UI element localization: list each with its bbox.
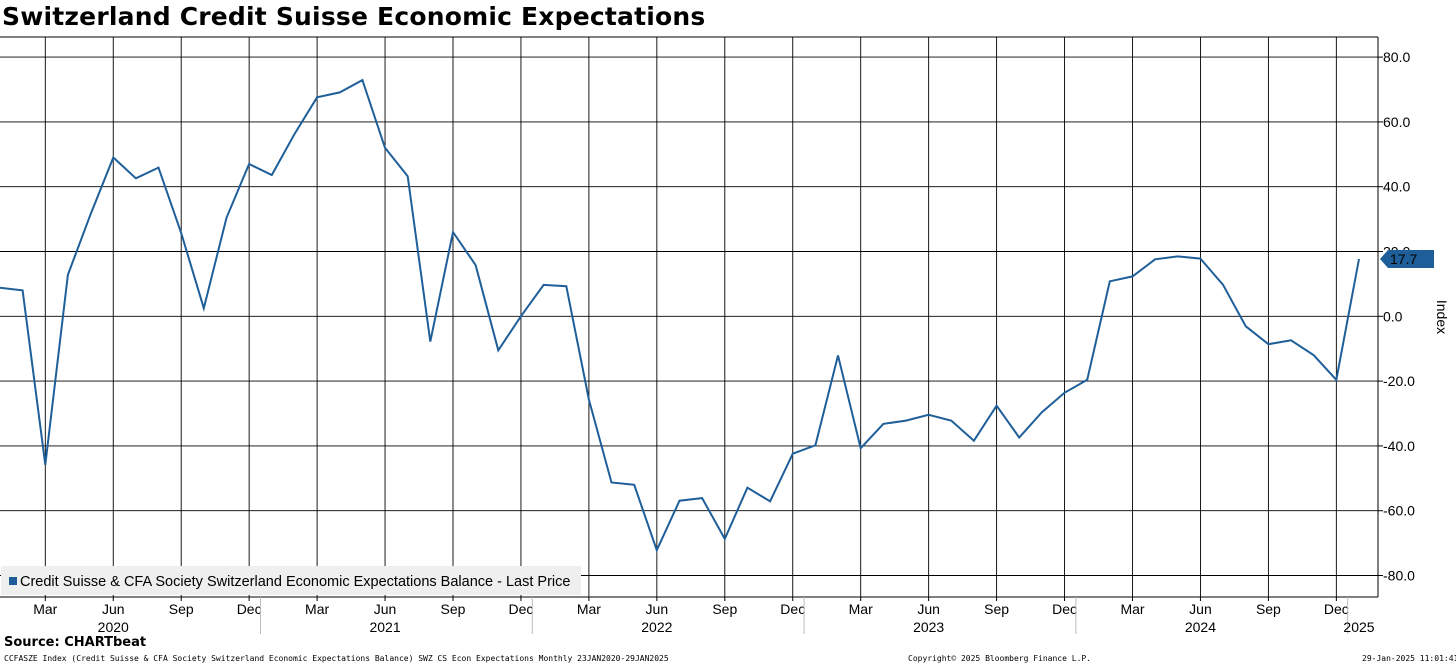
x-tick-label: Sep — [1256, 601, 1281, 617]
x-tick-label: Mar — [33, 601, 57, 617]
chart-title: Switzerland Credit Suisse Economic Expec… — [2, 2, 706, 31]
y-tick-label: 80.0 — [1383, 49, 1410, 65]
series-layer — [0, 78, 1360, 553]
source-note: Source: CHARTbeat — [4, 635, 147, 650]
x-tick-label: Dec — [780, 601, 805, 617]
x-year-label: 2022 — [641, 619, 672, 635]
y-axis-label: Index — [1434, 300, 1450, 334]
legend-swatch — [9, 577, 17, 585]
y-tick-label: -60.0 — [1383, 503, 1415, 519]
legend-layer: Credit Suisse & CFA Society Switzerland … — [1, 566, 581, 595]
x-year-label: 2023 — [913, 619, 944, 635]
x-tick-label: Dec — [1052, 601, 1077, 617]
x-year-label: 2024 — [1185, 619, 1216, 635]
y-tick-label: -20.0 — [1383, 373, 1415, 389]
x-tick-label: Dec — [508, 601, 533, 617]
x-year-label: 2020 — [98, 619, 129, 635]
y-tick-label: 40.0 — [1383, 179, 1410, 195]
x-tick-label: Mar — [1120, 601, 1144, 617]
x-tick-label: Jun — [917, 601, 940, 617]
x-tick-label: Jun — [646, 601, 669, 617]
x-tick-label: Jun — [1189, 601, 1212, 617]
x-year-label: 2025 — [1343, 619, 1374, 635]
x-tick-label: Dec — [1324, 601, 1349, 617]
x-tick-label: Jun — [374, 601, 397, 617]
footer-index-description: CCFASZE Index (Credit Suisse & CFA Socie… — [4, 654, 669, 663]
x-year-label: 2021 — [369, 619, 400, 635]
x-tick-label: Sep — [169, 601, 194, 617]
last-value-layer: 17.7 — [1380, 249, 1434, 268]
x-tick-label: Sep — [984, 601, 1009, 617]
legend-box — [1, 566, 581, 595]
grid-layer — [0, 36, 1379, 598]
footer-timestamp: 29-Jan-2025 11:01:41 — [1362, 654, 1456, 663]
last-value-badge — [1380, 249, 1434, 268]
y-tick-label: -40.0 — [1383, 438, 1415, 454]
x-tick-label: Dec — [237, 601, 262, 617]
y-tick-label: 60.0 — [1383, 114, 1410, 130]
last-value-label: 17.7 — [1390, 251, 1417, 267]
x-tick-label: Mar — [577, 601, 601, 617]
y-tick-label: -80.0 — [1383, 568, 1415, 584]
x-tick-label: Mar — [849, 601, 873, 617]
x-tick-label: Mar — [305, 601, 329, 617]
x-tick-label: Sep — [441, 601, 466, 617]
x-tick-label: Sep — [712, 601, 737, 617]
footer-copyright: Copyright© 2025 Bloomberg Finance L.P. — [908, 654, 1092, 663]
legend-label: Credit Suisse & CFA Society Switzerland … — [20, 574, 570, 590]
y-tick-label: 0.0 — [1383, 308, 1403, 324]
series-line — [0, 78, 1360, 553]
x-tick-label: Jun — [102, 601, 125, 617]
axis-layer: 80.060.040.020.00.0-20.0-40.0-60.0-80.0I… — [33, 49, 1450, 635]
